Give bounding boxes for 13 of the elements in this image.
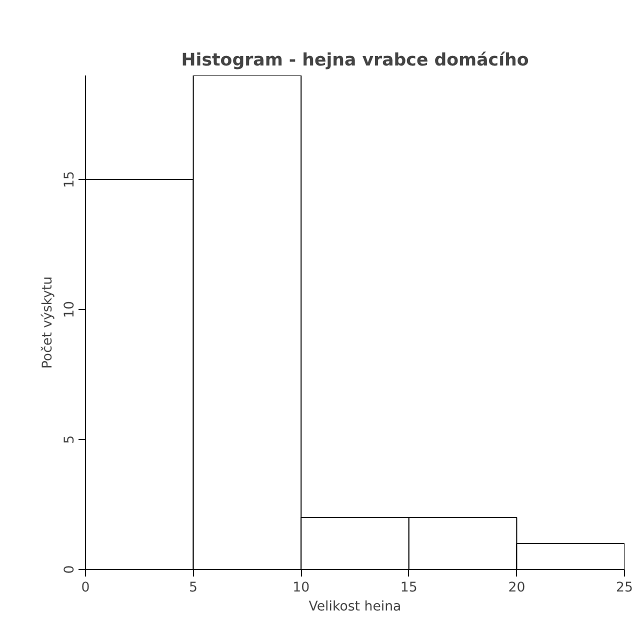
- x-tick-label: 5: [189, 580, 198, 596]
- y-axis-title: Počet výskytu: [40, 276, 56, 369]
- x-tick-label: 10: [292, 580, 310, 596]
- x-axis-title: Velikost heina: [308, 600, 402, 614]
- x-tick-label: 20: [508, 580, 526, 596]
- x-tick-label: 15: [400, 580, 418, 596]
- y-tick-label: 15: [62, 171, 78, 188]
- y-tick-label: 10: [62, 301, 78, 318]
- y-tick-label: 0: [62, 565, 78, 574]
- chart-title: Histogram - hejna vrabce domácího: [181, 50, 529, 70]
- y-tick-label: 5: [62, 435, 78, 444]
- x-tick-label: 0: [81, 580, 90, 596]
- x-tick-label: 25: [616, 580, 633, 596]
